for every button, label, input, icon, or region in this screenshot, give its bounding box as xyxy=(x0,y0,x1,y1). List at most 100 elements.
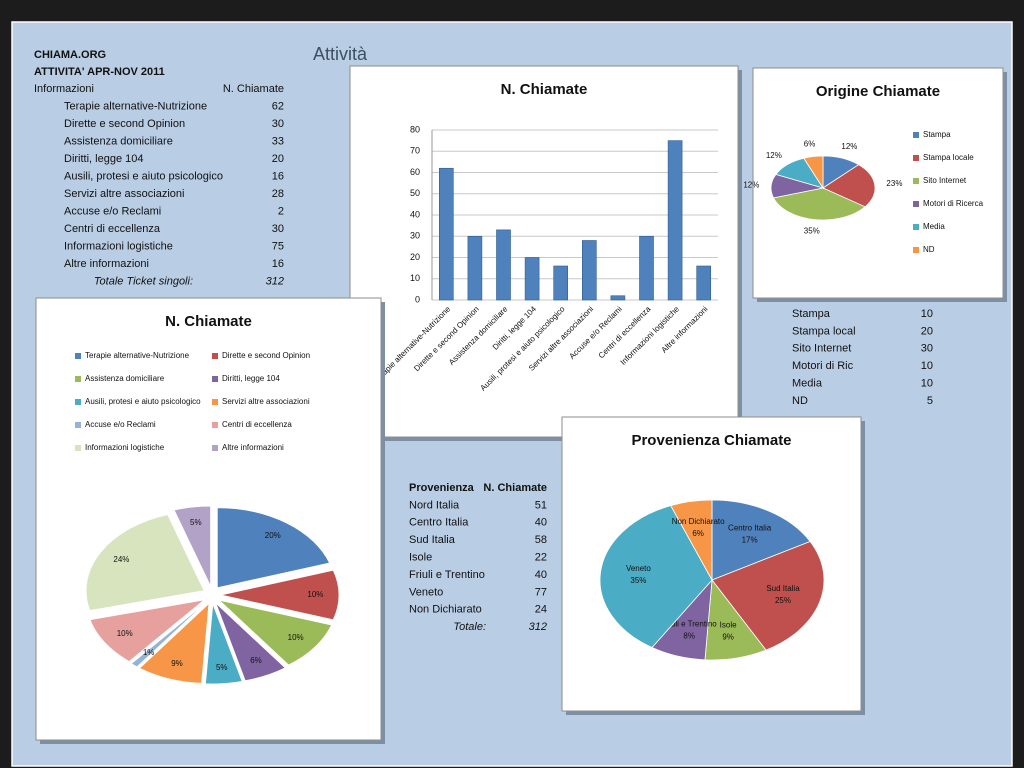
data-label: 10% xyxy=(288,633,304,642)
legend-swatch xyxy=(212,422,218,428)
total-value: 312 xyxy=(266,275,284,287)
y-tick-label: 30 xyxy=(410,231,420,241)
total-label: Totale: xyxy=(453,621,486,633)
legend-entry: Stampa locale xyxy=(923,153,974,162)
y-tick-label: 70 xyxy=(410,146,420,156)
row-label: Media xyxy=(792,378,823,390)
slice-name: Veneto xyxy=(626,564,651,573)
pie-slice xyxy=(215,602,286,682)
legend-swatch xyxy=(212,376,218,382)
slide-title: Attività xyxy=(313,44,368,64)
legend-entry: Assistenza domiciliare xyxy=(85,374,165,383)
data-label: 17% xyxy=(742,536,758,545)
data-label: 8% xyxy=(683,631,695,640)
legend-swatch xyxy=(913,132,919,138)
row-value: 10 xyxy=(921,308,933,320)
bar xyxy=(639,235,654,301)
legend-swatch xyxy=(75,422,81,428)
data-label: 10% xyxy=(307,590,323,599)
row-label: Stampa xyxy=(792,308,831,320)
table-header: N. Chiamate xyxy=(223,83,284,95)
row-value: 30 xyxy=(921,343,933,355)
pie-slice xyxy=(599,505,713,649)
row-label: Motori di Ric xyxy=(792,360,854,372)
data-label: 6% xyxy=(250,656,262,665)
row-value: 58 xyxy=(535,534,547,546)
legend-swatch xyxy=(913,178,919,184)
row-value: 5 xyxy=(927,395,933,407)
row-label: Informazioni logistiche xyxy=(64,240,173,252)
legend-entry: Servizi altre associazioni xyxy=(222,397,310,406)
data-label: 23% xyxy=(886,179,902,188)
y-tick-label: 50 xyxy=(410,188,420,198)
row-label: Sito Internet xyxy=(792,343,851,355)
legend-entry: Diritti, legge 104 xyxy=(222,374,280,383)
table-header: Provenienza xyxy=(409,482,475,494)
bar xyxy=(553,265,569,301)
row-label: Centro Italia xyxy=(409,517,469,529)
chart-title: Origine Chiamate xyxy=(816,83,940,100)
row-value: 10 xyxy=(921,378,933,390)
legend-swatch xyxy=(913,201,919,207)
y-tick-label: 20 xyxy=(410,252,420,262)
y-tick-label: 40 xyxy=(410,209,420,219)
row-label: Nord Italia xyxy=(409,499,460,511)
legend-entry: Dirette e second Opinion xyxy=(222,351,310,360)
data-label: 5% xyxy=(216,663,228,672)
slice-name: Isole xyxy=(720,621,737,630)
data-label: 24% xyxy=(113,555,129,564)
legend-entry: Motori di Ricerca xyxy=(923,199,984,208)
row-value: 40 xyxy=(535,569,547,581)
legend-swatch xyxy=(913,224,919,230)
chart: Origine Chiamate 12% 23% 35% 12% 12% 6% Stampa S… xyxy=(743,67,1007,302)
legend-entry: Accuse e/o Reclami xyxy=(85,420,156,429)
legend-entry: Stampa xyxy=(923,130,951,139)
bar xyxy=(696,265,712,301)
row-value: 30 xyxy=(272,118,284,130)
row-label: Veneto xyxy=(409,586,443,598)
period: ATTIVITA' APR-NOV 2011 xyxy=(34,66,165,78)
row-value: 77 xyxy=(535,586,547,598)
row-label: Terapie alternative-Nutrizione xyxy=(64,100,207,112)
y-tick-label: 10 xyxy=(410,273,420,283)
table-header: Informazioni xyxy=(34,83,94,95)
row-label: Altre informazioni xyxy=(64,258,149,270)
legend-swatch xyxy=(212,399,218,405)
data-label: 35% xyxy=(630,576,646,585)
y-tick-label: 60 xyxy=(410,167,420,177)
chart: N. Chiamate 20% 10% 10% 6% 5% 9% 1% 10% 24% 5% Tera… xyxy=(35,297,385,744)
data-label: 6% xyxy=(804,140,816,149)
row-label: Stampa local xyxy=(792,325,856,337)
data-label: 9% xyxy=(722,633,734,642)
pie-slice xyxy=(803,155,824,190)
org-name: CHIAMA.ORG xyxy=(34,49,106,61)
table-header: N. Chiamate xyxy=(483,482,547,494)
total-value: 312 xyxy=(529,621,547,633)
row-value: 33 xyxy=(272,135,284,147)
legend-entry: ND xyxy=(923,245,935,254)
row-value: 28 xyxy=(272,188,284,200)
y-tick-label: 80 xyxy=(410,124,420,134)
legend-entry: Ausili, protesi e aiuto psicologico xyxy=(85,397,201,406)
bar xyxy=(667,140,683,301)
pie-slice xyxy=(216,507,331,589)
row-label: Assistenza domiciliare xyxy=(64,135,173,147)
data-label: 35% xyxy=(804,227,820,236)
pie-slice xyxy=(85,514,205,612)
data-label: 12% xyxy=(743,180,759,189)
row-label: Friuli e Trentino xyxy=(409,569,485,581)
row-value: 20 xyxy=(272,153,284,165)
data-label: 10% xyxy=(117,629,133,638)
pie-slice xyxy=(772,187,866,221)
row-label: Dirette e second Opinion xyxy=(64,118,185,130)
row-label: Non Dichiarato xyxy=(409,604,482,616)
legend-entry: Media xyxy=(923,222,945,231)
row-value: 62 xyxy=(272,100,284,112)
bar xyxy=(438,167,454,301)
legend-entry: Informazioni logistiche xyxy=(85,443,165,452)
chart-title: N. Chiamate xyxy=(501,81,588,98)
row-value: 51 xyxy=(535,499,547,511)
row-value: 10 xyxy=(921,360,933,372)
